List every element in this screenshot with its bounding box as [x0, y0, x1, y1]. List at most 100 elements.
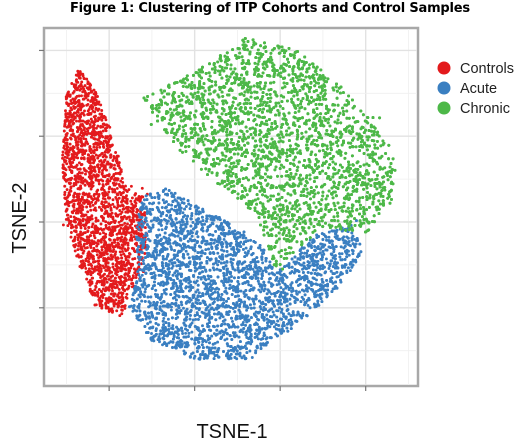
data-point	[222, 271, 226, 275]
data-point	[117, 299, 121, 303]
data-point	[109, 153, 113, 157]
data-point	[140, 273, 144, 277]
data-point	[73, 135, 77, 139]
data-point	[181, 211, 185, 215]
data-point	[162, 300, 166, 304]
data-point	[105, 211, 109, 215]
data-point	[71, 199, 75, 202]
data-point	[111, 289, 114, 293]
data-point	[88, 234, 92, 238]
data-point	[107, 243, 111, 247]
data-point	[92, 173, 96, 177]
data-point	[63, 193, 67, 197]
data-point	[176, 258, 180, 262]
data-point	[92, 88, 96, 92]
data-point	[140, 299, 144, 303]
data-point	[170, 207, 174, 211]
data-point	[104, 302, 108, 306]
data-point	[222, 350, 225, 353]
data-point	[97, 133, 101, 137]
data-point	[120, 300, 124, 304]
data-point	[115, 225, 119, 229]
data-point	[124, 263, 128, 267]
data-point	[77, 222, 80, 226]
data-point	[101, 196, 105, 200]
data-point	[86, 230, 90, 233]
data-point	[90, 242, 94, 246]
data-point	[63, 174, 67, 178]
data-point	[122, 190, 125, 194]
data-point	[195, 350, 199, 353]
data-point	[114, 212, 118, 216]
data-point	[333, 254, 337, 258]
data-point	[79, 226, 83, 230]
data-point	[117, 287, 121, 291]
data-point	[127, 205, 130, 209]
data-point	[99, 159, 103, 163]
data-point	[127, 261, 131, 265]
data-point	[102, 160, 106, 164]
data-point	[131, 257, 135, 261]
data-point	[73, 249, 77, 253]
data-point	[72, 239, 76, 243]
data-point	[149, 229, 152, 233]
data-point	[92, 234, 96, 238]
data-point	[64, 197, 68, 201]
data-point	[79, 138, 83, 142]
data-point	[131, 309, 135, 313]
data-point	[200, 343, 204, 347]
data-point	[327, 235, 331, 239]
data-point	[69, 181, 72, 185]
data-point	[82, 231, 86, 235]
data-point	[150, 332, 153, 335]
data-point	[88, 147, 92, 151]
data-point	[83, 183, 87, 187]
data-point	[75, 80, 79, 84]
data-point	[111, 281, 115, 285]
data-point	[120, 176, 124, 180]
data-point	[233, 356, 237, 359]
data-point	[94, 285, 98, 289]
data-point	[118, 230, 122, 234]
data-point	[70, 133, 73, 137]
data-point	[207, 277, 211, 281]
data-point	[144, 317, 148, 321]
data-point	[178, 267, 182, 271]
data-point	[125, 194, 128, 198]
data-point	[90, 231, 93, 235]
data-point	[327, 230, 331, 234]
data-point	[91, 149, 95, 153]
data-point	[91, 222, 95, 226]
data-point	[100, 171, 104, 175]
data-point	[61, 156, 64, 160]
data-point	[76, 147, 80, 151]
data-point	[131, 276, 135, 280]
data-point	[209, 274, 213, 278]
data-point	[62, 129, 66, 133]
data-point	[112, 205, 116, 209]
data-point	[76, 253, 80, 257]
data-point	[306, 270, 310, 274]
data-point	[91, 249, 95, 253]
data-point	[90, 266, 94, 270]
data-point	[69, 170, 73, 174]
data-point	[171, 273, 175, 277]
data-point	[101, 184, 105, 188]
data-point	[212, 332, 216, 336]
data-point	[69, 102, 73, 105]
data-point	[101, 169, 104, 173]
data-point	[92, 208, 96, 212]
data-point	[120, 308, 124, 312]
data-point	[76, 167, 80, 171]
data-point	[63, 122, 67, 126]
data-point	[220, 221, 224, 225]
data-point	[244, 323, 247, 327]
data-point	[89, 117, 93, 121]
data-point	[102, 154, 106, 158]
data-point	[300, 288, 304, 292]
data-point	[234, 239, 238, 243]
data-point	[65, 145, 69, 149]
data-point	[64, 115, 68, 119]
data-point	[124, 249, 128, 253]
data-point	[91, 257, 95, 261]
